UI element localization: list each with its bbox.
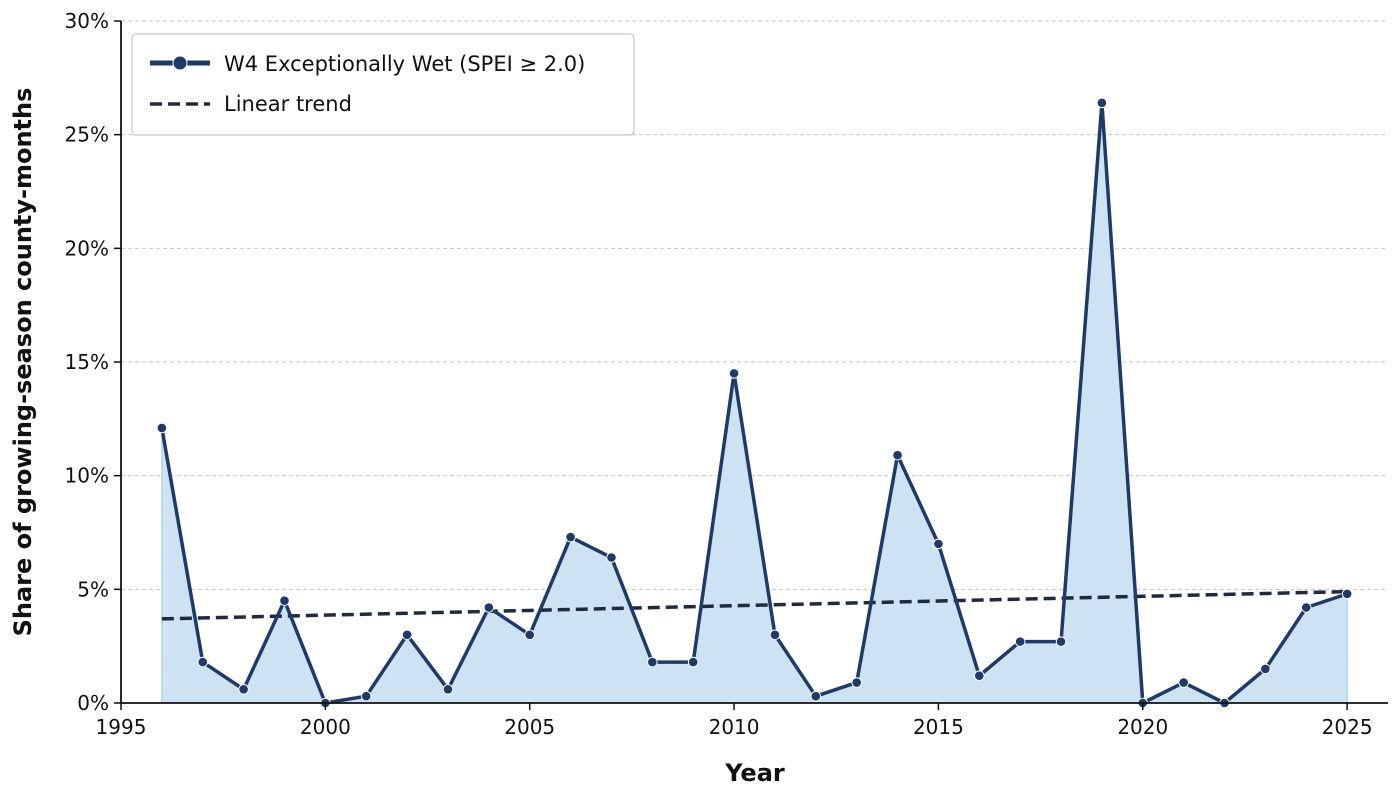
y-axis-title: Share of growing-season county-months xyxy=(9,88,37,637)
y-tick-label: 30% xyxy=(65,9,109,33)
x-axis-title: Year xyxy=(724,759,785,787)
x-tick-label: 2015 xyxy=(913,715,964,739)
y-tick-label: 20% xyxy=(65,236,109,260)
x-tick-label: 2000 xyxy=(300,715,351,739)
legend: W4 Exceptionally Wet (SPEI ≥ 2.0) Linear… xyxy=(131,33,635,136)
data-point xyxy=(728,368,740,379)
legend-label-trend: Linear trend xyxy=(224,92,352,116)
data-point xyxy=(1014,636,1026,647)
data-point xyxy=(606,552,617,563)
y-tick-label: 0% xyxy=(77,691,109,715)
data-point xyxy=(810,690,822,702)
data-point xyxy=(851,677,862,688)
data-point xyxy=(483,602,495,613)
data-point xyxy=(360,690,372,702)
marker-layer xyxy=(156,97,1353,709)
data-point xyxy=(687,656,699,668)
data-point xyxy=(892,449,903,461)
data-point xyxy=(973,670,985,682)
data-point xyxy=(442,684,454,695)
x-axis-ticks: 1995 2000 2005 2010 2015 2020 2025 xyxy=(96,703,1373,739)
data-point xyxy=(156,422,168,434)
data-point xyxy=(565,531,576,543)
data-point xyxy=(933,538,944,550)
x-tick-label: 2005 xyxy=(504,715,555,739)
data-point xyxy=(524,629,536,641)
data-point xyxy=(1178,677,1189,688)
data-point xyxy=(1055,636,1067,647)
legend-label-series: W4 Exceptionally Wet (SPEI ≥ 2.0) xyxy=(224,52,585,76)
y-tick-label: 15% xyxy=(65,350,109,374)
x-tick-label: 2025 xyxy=(1322,715,1373,739)
legend-box xyxy=(131,33,635,136)
data-point xyxy=(401,629,413,641)
data-point xyxy=(238,684,249,695)
data-point xyxy=(1300,602,1312,613)
y-tick-label: 25% xyxy=(65,123,109,147)
data-point xyxy=(769,629,781,641)
data-point xyxy=(279,595,290,607)
y-tick-label: 10% xyxy=(65,464,109,488)
data-point xyxy=(1096,97,1108,109)
data-point xyxy=(1260,663,1271,675)
x-tick-label: 2010 xyxy=(709,715,760,739)
y-tick-label: 5% xyxy=(77,577,109,601)
data-point xyxy=(647,656,658,668)
x-tick-label: 1995 xyxy=(96,715,147,739)
area-layer xyxy=(161,102,1348,704)
legend-swatch-series-marker xyxy=(172,55,188,71)
series-area xyxy=(161,102,1348,704)
series-line-layer xyxy=(160,101,1348,705)
x-tick-label: 2020 xyxy=(1117,715,1168,739)
data-point xyxy=(197,656,209,668)
data-point xyxy=(1341,588,1353,600)
y-axis-ticks: 0% 5% 10% 15% 20% 25% 30% xyxy=(65,9,121,715)
series-line xyxy=(160,101,1348,705)
